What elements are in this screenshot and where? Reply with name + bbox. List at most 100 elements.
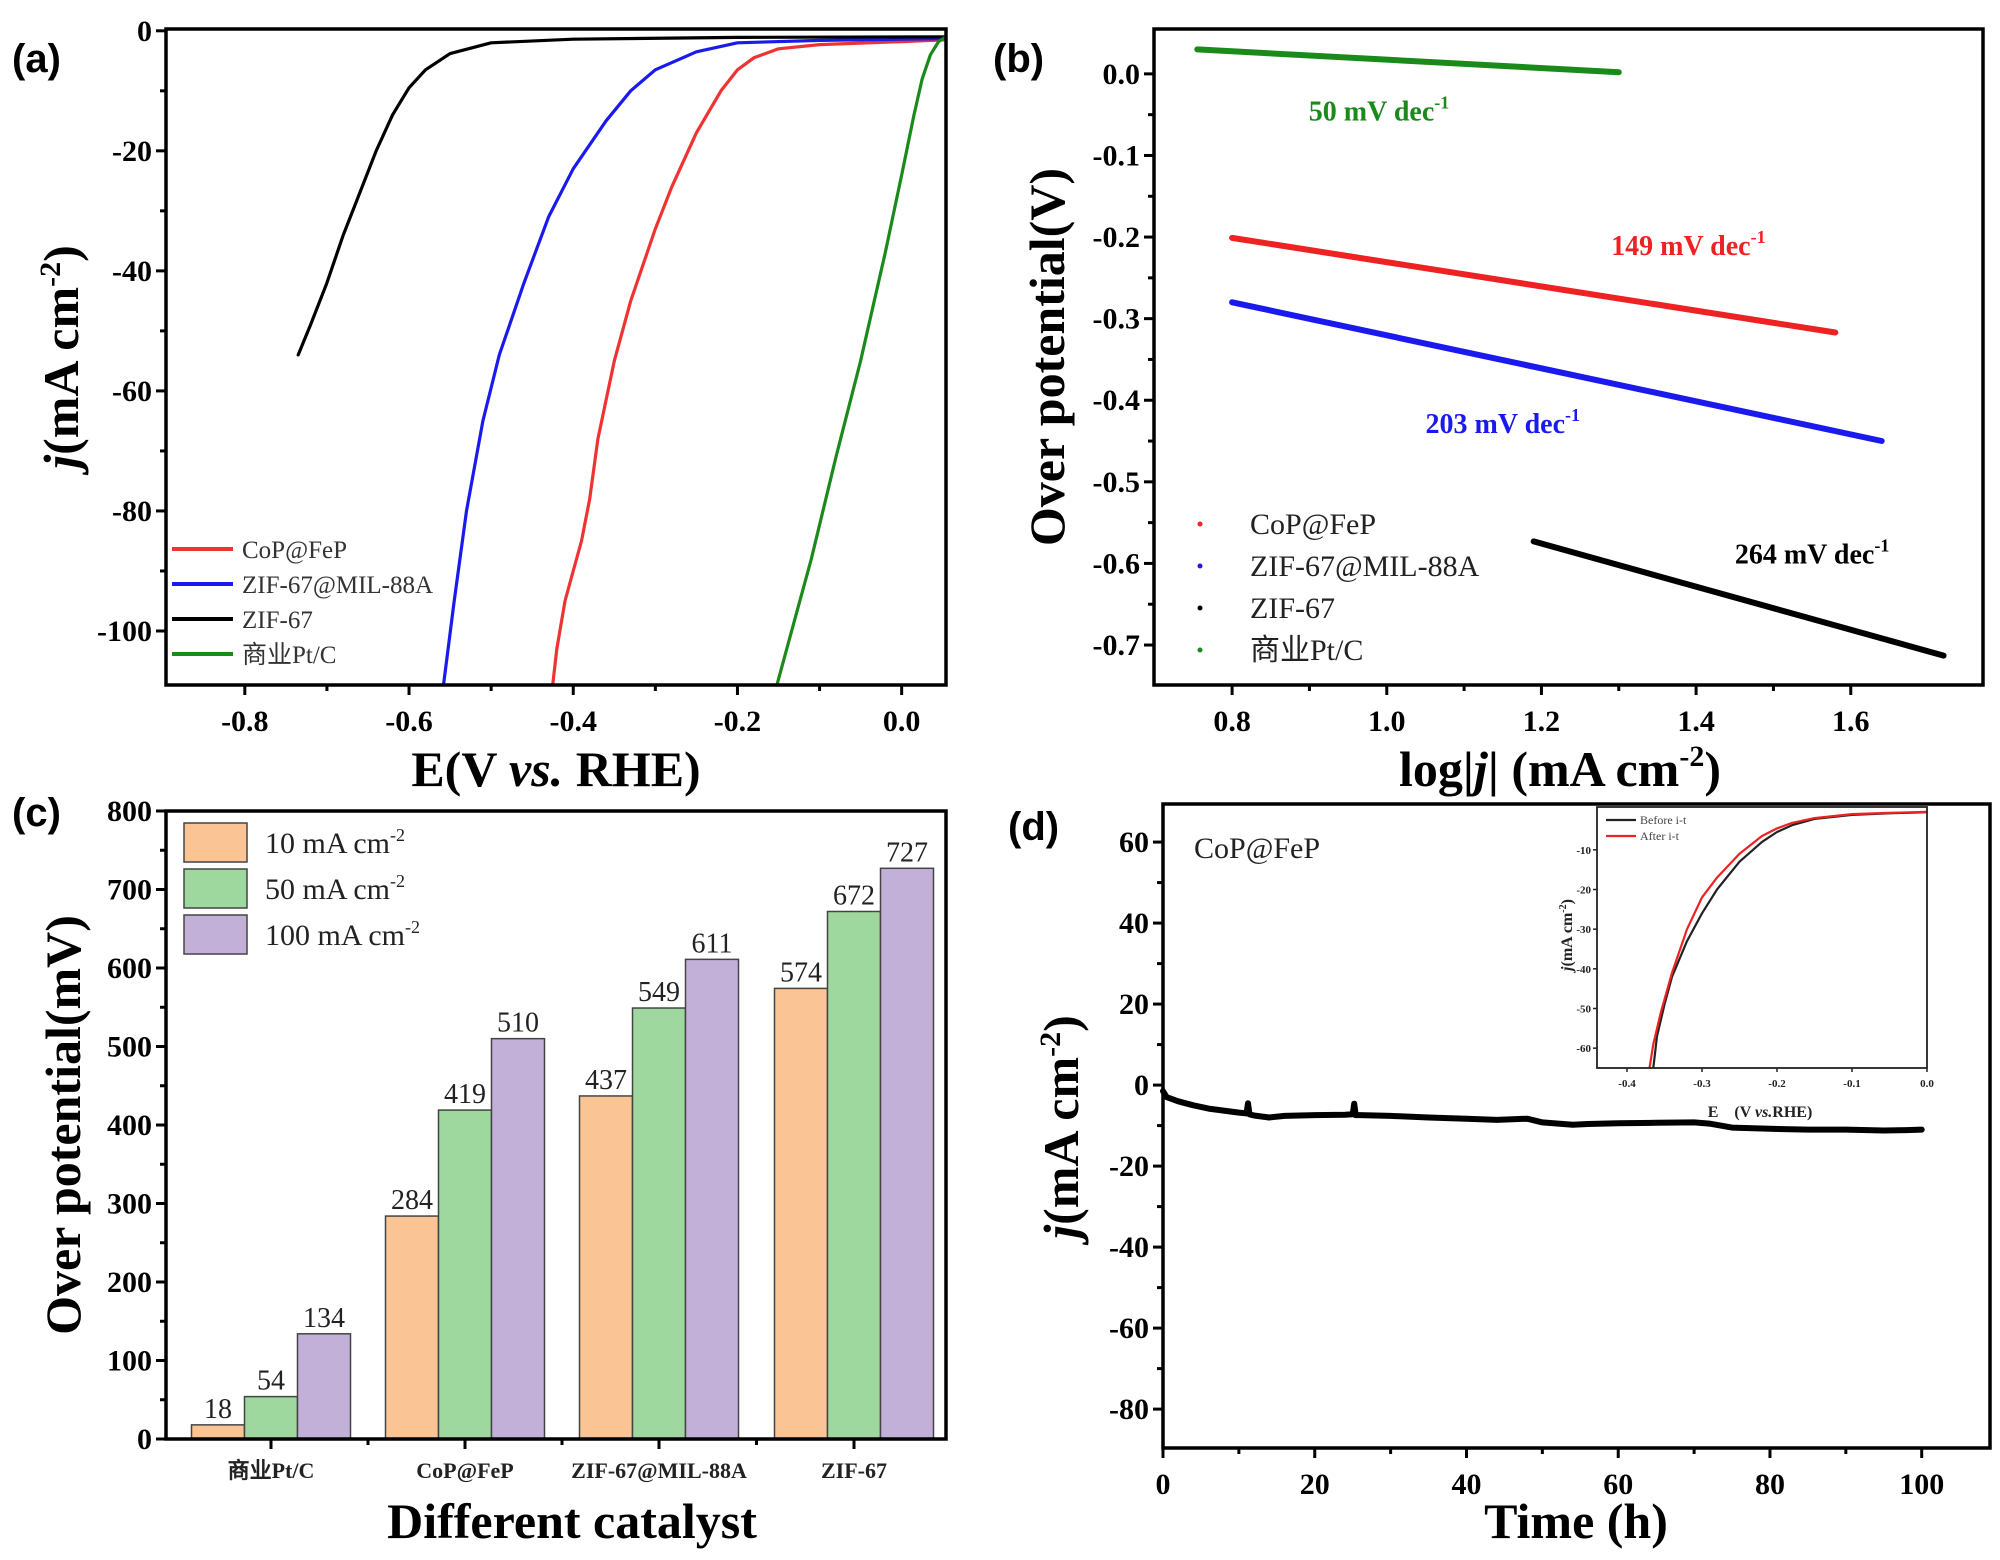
inset-x-tick-label: -0.4 [1618, 1078, 1636, 1090]
bar-value-label: 727 [886, 837, 928, 868]
bar [879, 867, 935, 1440]
y-axis-label-part: ) [1033, 1015, 1089, 1032]
inset-y-label-part: ) [1559, 899, 1576, 904]
y-tick-label: -60 [1109, 1312, 1149, 1345]
y-axis-label-italic: j [33, 454, 89, 476]
x-tick-label: -0.6 [385, 705, 433, 738]
panel-d-stability: 60 40 20 0 -20 -40 -60 -80 0 20 40 60 80 100 CoP@FeP Ti… [1008, 802, 1992, 1549]
x-axis-label-part: E(V [411, 741, 509, 797]
inset-x-axis-label: E (V vs.RHE) [1708, 1104, 1813, 1121]
stability-curve [1160, 1088, 1925, 1134]
x-tick-label: 1.0 [1368, 705, 1406, 738]
inset-x-label-part: RHE) [1772, 1104, 1812, 1121]
y-tick-label: 60 [1119, 826, 1149, 859]
legend-label: 50 mA cm-2 [265, 871, 405, 906]
inset-y-label-part: (mA cm [1559, 912, 1576, 966]
inset-x-tick-label: -0.1 [1843, 1078, 1860, 1090]
sample-annotation: CoP@FeP [1194, 832, 1320, 865]
y-tick-label: 600 [107, 952, 152, 985]
series-line-zif-67-mil-88a [441, 36, 946, 685]
inset-y-tick-label: -40 [1576, 964, 1591, 976]
x-tick-label: 100 [1899, 1468, 1944, 1501]
x-tick-label: 0.0 [883, 705, 921, 738]
tafel-slope-sup: -1 [1874, 535, 1889, 555]
y-tick-label: 800 [107, 795, 152, 828]
legend-label: ZIF-67@MIL-88A [1250, 550, 1480, 583]
x-tick-label: 0.8 [1213, 705, 1251, 738]
x-axis-label: E(V vs. RHE) [411, 741, 700, 797]
bar [437, 1109, 493, 1440]
y-tick-label: 40 [1119, 907, 1149, 940]
category-label: CoP@FeP [416, 1458, 513, 1483]
y-tick-label: 0 [137, 1423, 152, 1456]
y-axis-label: j(mA cm-2) [1033, 1015, 1089, 1246]
inset-x-tick-label: 0.0 [1920, 1078, 1934, 1090]
legend-label: 100 mA cm-2 [265, 917, 420, 952]
x-axis-label: Different catalyst [387, 1493, 757, 1549]
bar-value-label: 419 [444, 1079, 486, 1110]
y-tick-label: -40 [112, 255, 152, 288]
x-axis-label-sup: -2 [1679, 740, 1704, 773]
tafel-slope-text: 203 mV dec [1426, 409, 1565, 440]
x-tick-label: 80 [1755, 1468, 1785, 1501]
y-axis-label-sup: -2 [1034, 1032, 1067, 1057]
bar [384, 1215, 440, 1440]
bar-value-label: 134 [303, 1303, 345, 1334]
legend-marker [1197, 647, 1203, 653]
x-tick-label: 1.2 [1523, 705, 1561, 738]
x-axis-label: log|j| (mA cm-2) [1399, 740, 1721, 797]
category-label: ZIF-67 [821, 1458, 887, 1483]
legend-label: CoP@FeP [242, 537, 347, 564]
y-axis-label-sup: -2 [34, 262, 67, 287]
tafel-slope-sup: -1 [1565, 405, 1580, 425]
plot-area [296, 35, 946, 685]
legend-label: CoP@FeP [1250, 508, 1376, 541]
y-tick-label: -100 [97, 615, 152, 648]
bar [826, 910, 882, 1440]
y-tick-label: -0.7 [1093, 629, 1141, 662]
tafel-slope-annotation: 50 mV dec-1 [1309, 92, 1449, 127]
inset-y-axis-label: j(mA cm-2) [1558, 899, 1576, 974]
y-tick-label: 20 [1119, 988, 1149, 1021]
category-label: ZIF-67@MIL-88A [571, 1458, 747, 1483]
y-tick-label: -0.1 [1093, 139, 1141, 172]
tafel-slope-annotation: 264 mV dec-1 [1735, 535, 1889, 570]
inset-y-label-italic: j [1559, 966, 1576, 974]
tafel-slope-text: 50 mV dec [1309, 96, 1434, 127]
tafel-slope-annotation: 203 mV dec-1 [1426, 405, 1580, 440]
y-tick-label: 0 [1134, 1069, 1149, 1102]
y-tick-label: 100 [107, 1345, 152, 1378]
legend-swatch [183, 868, 248, 909]
bar-value-label: 284 [391, 1185, 433, 1216]
y-axis-label-italic: j [1033, 1224, 1089, 1246]
inset-frame [1596, 806, 1928, 1069]
y-axis-label-part: ) [33, 245, 89, 262]
bar [773, 987, 829, 1440]
bar [578, 1095, 634, 1440]
y-tick-label: 300 [107, 1188, 152, 1221]
inset-legend-label: Before i-t [1640, 813, 1687, 827]
y-tick-label: -0.3 [1093, 303, 1141, 336]
inset-x-tick-label: -0.3 [1693, 1078, 1711, 1090]
y-tick-label: -20 [112, 135, 152, 168]
x-tick-label: 60 [1603, 1468, 1633, 1501]
bar-value-label: 611 [692, 928, 733, 959]
legend-label: 商业Pt/C [242, 641, 336, 669]
bar [296, 1333, 352, 1440]
inset-y-tick-label: -10 [1576, 845, 1591, 857]
series-line-cop-fep [551, 38, 946, 685]
legend-label-sup: -2 [390, 825, 405, 845]
tafel-slope-text: 149 mV dec [1611, 231, 1750, 262]
panel-label-c: (c) [12, 791, 61, 835]
inset-background [1597, 807, 1927, 1068]
bar [243, 1395, 299, 1440]
x-tick-label: 20 [1300, 1468, 1330, 1501]
tafel-fit-line [1530, 538, 1947, 659]
bar-value-label: 574 [780, 957, 822, 988]
inset-y-tick-label: -20 [1576, 885, 1591, 897]
y-tick-label: 200 [107, 1266, 152, 1299]
inset-legend-label: After i-t [1640, 829, 1680, 843]
tafel-slope-text: 264 mV dec [1735, 539, 1874, 570]
tafel-slope-annotation: 149 mV dec-1 [1611, 227, 1765, 262]
x-tick-label: -0.4 [549, 705, 597, 738]
